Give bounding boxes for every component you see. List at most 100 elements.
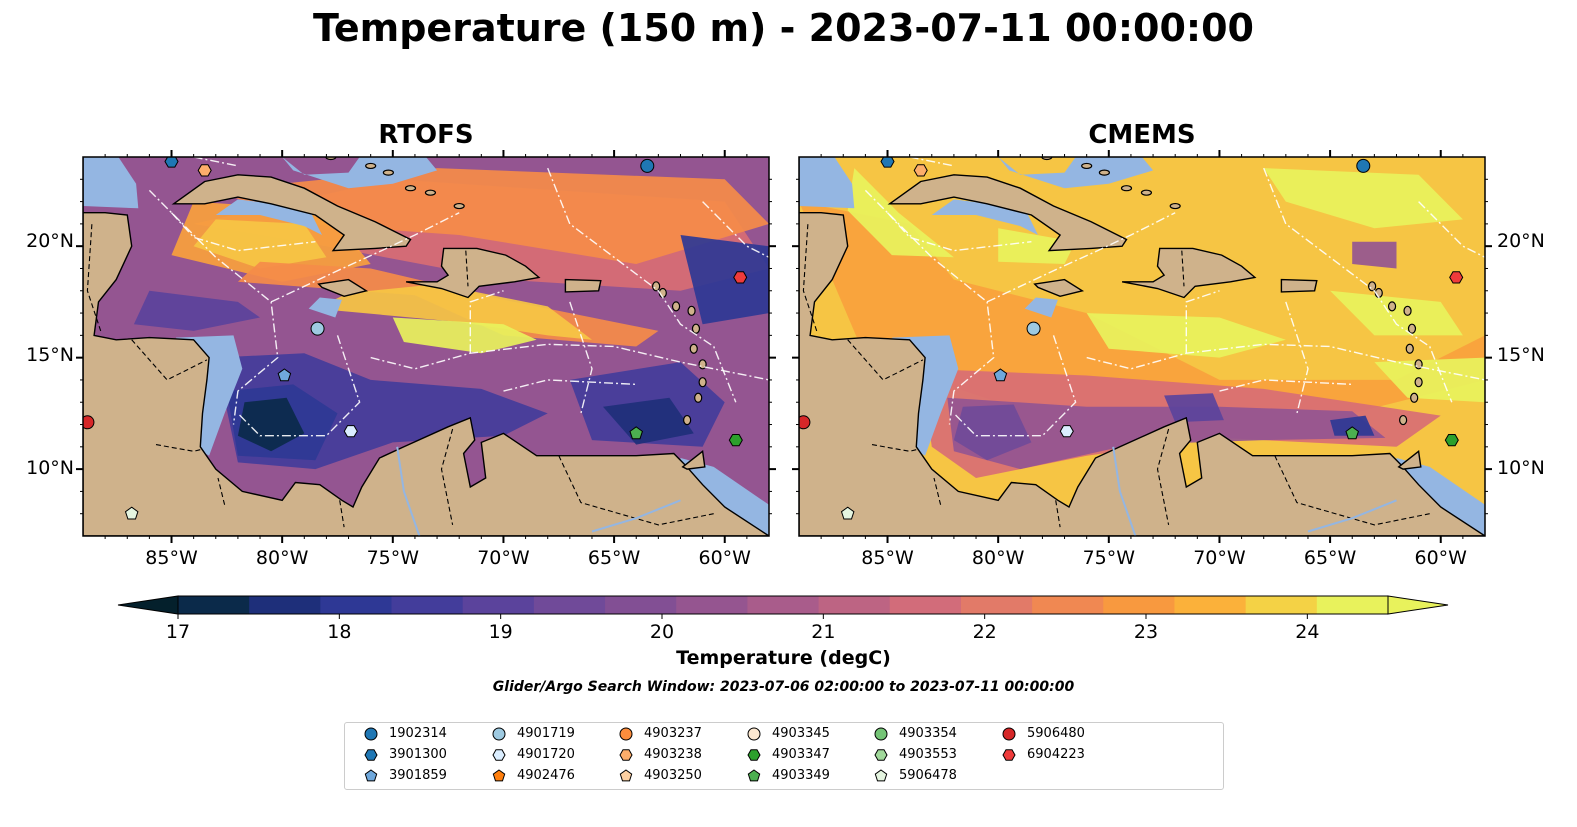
legend-marker-pentagon-icon	[619, 769, 633, 782]
lat-label-20n-right: 20°N	[1497, 230, 1545, 252]
colorbar-segment	[818, 596, 891, 614]
legend-label: 4903250	[644, 768, 702, 783]
colorbar-label: Temperature (degC)	[676, 647, 891, 669]
lon-label-cmems: 65°W	[1303, 547, 1357, 569]
colorbar-extend-low	[117, 595, 179, 615]
float-marker-3901300	[880, 157, 895, 168]
colorbar-segment	[1245, 596, 1318, 614]
float-marker-4903349	[629, 426, 643, 440]
legend-marker-5906478	[874, 769, 888, 782]
lat-label-10n-right: 10°N	[1497, 457, 1545, 479]
map-panel-rtofs[interactable]	[76, 150, 776, 543]
colorbar-segment	[889, 596, 962, 614]
colorbar-segment	[462, 596, 535, 614]
lon-label-cmems: 60°W	[1414, 547, 1467, 569]
land-hispaniola	[405, 247, 541, 299]
legend-marker-1902314	[364, 727, 378, 741]
colorbar-tick-label: 17	[166, 621, 190, 643]
legend-marker-circle-icon	[1002, 727, 1016, 741]
land-hispaniola	[1121, 247, 1257, 299]
legend-marker-6904223	[1002, 749, 1016, 761]
float-marker-4903347	[728, 434, 743, 447]
colorbar-segment	[391, 596, 464, 614]
colorbar-segment	[1103, 596, 1175, 614]
float-marker-4901719	[1026, 321, 1041, 336]
float-marker-4903238	[913, 164, 928, 177]
legend-label: 4903238	[644, 747, 702, 762]
colorbar-segment	[1174, 596, 1247, 614]
lon-label-rtofs: 60°W	[698, 547, 751, 569]
lon-label-cmems: 75°W	[1082, 547, 1136, 569]
float-marker-6904223	[1449, 271, 1464, 284]
legend-marker-5906480	[1002, 727, 1016, 741]
legend-label: 5906480	[1027, 726, 1085, 741]
land-cuba	[171, 174, 412, 252]
legend-marker-hexagon-icon	[492, 749, 506, 761]
legend-marker-4903553	[874, 749, 888, 761]
legend-marker-pentagon-icon	[492, 769, 506, 782]
legend-label: 4901720	[517, 747, 575, 762]
colorbar: 17 18 19 20 21 22 23 24	[117, 595, 1449, 643]
legend-label: 3901859	[389, 768, 447, 783]
figure-title: Temperature (150 m) - 2023-07-11 00:00:0…	[312, 6, 1254, 50]
lon-label-cmems: 80°W	[971, 547, 1025, 569]
legend-label: 4901719	[517, 726, 575, 741]
float-legend: 1902314 3901300 3901859 4901719 4901720 49024…	[344, 722, 1224, 790]
land-jamaica	[1033, 278, 1085, 298]
colorbar-segment	[249, 596, 321, 614]
legend-label: 4903349	[772, 768, 830, 783]
float-marker-1902314	[1356, 158, 1371, 173]
legend-marker-4902476	[492, 769, 506, 782]
legend-marker-hexagon-icon	[619, 749, 633, 761]
land-cuba	[887, 174, 1128, 252]
colorbar-segment	[533, 596, 606, 614]
legend-marker-hexagon-icon	[747, 749, 761, 761]
lon-label-rtofs: 85°W	[145, 547, 198, 569]
float-marker-3901859	[277, 368, 292, 382]
legend-marker-circle-icon	[874, 727, 888, 741]
lon-label-rtofs: 75°W	[366, 547, 420, 569]
colorbar-segment	[960, 596, 1033, 614]
legend-label: 4903237	[644, 726, 702, 741]
lon-label-rtofs: 80°W	[255, 547, 309, 569]
legend-marker-4903250	[619, 769, 633, 782]
colorbar-tick-label: 19	[489, 621, 513, 643]
colorbar-segment	[605, 596, 677, 614]
legend-marker-hexagon-icon	[364, 749, 378, 761]
colorbar-segment	[1316, 596, 1389, 614]
legend-marker-pentagon-icon	[364, 769, 378, 782]
legend-marker-hexagon-icon	[1002, 749, 1016, 761]
colorbar-tick-label: 18	[327, 621, 351, 643]
lat-label-20n-left: 20°N	[26, 230, 74, 252]
legend-marker-3901300	[364, 749, 378, 761]
panel-title-cmems: CMEMS	[1088, 120, 1196, 150]
legend-label: 4903354	[899, 726, 957, 741]
legend-marker-3901859	[364, 769, 378, 782]
lat-label-15n-left: 15°N	[26, 344, 74, 366]
legend-marker-hexagon-icon	[874, 749, 888, 761]
legend-marker-pentagon-icon	[874, 769, 888, 782]
colorbar-tick-label: 22	[973, 621, 997, 643]
land-centralam	[83, 157, 769, 536]
colorbar-extend-high	[1387, 595, 1449, 615]
map-panel-cmems[interactable]	[792, 150, 1492, 543]
float-marker-5906478	[124, 506, 139, 520]
legend-label: 4903553	[899, 747, 957, 762]
legend-marker-4901719	[492, 727, 506, 741]
legend-marker-4903349	[747, 769, 761, 782]
legend-label: 5906478	[899, 768, 957, 783]
legend-marker-4903237	[619, 727, 633, 741]
legend-marker-4903347	[747, 749, 761, 761]
legend-label: 1902314	[389, 726, 447, 741]
land-centralam	[799, 157, 1485, 536]
legend-marker-4903238	[619, 749, 633, 761]
land-puertorico	[564, 278, 602, 293]
legend-marker-circle-icon	[492, 727, 506, 741]
float-marker-3901300	[164, 157, 179, 168]
legend-label: 6904223	[1027, 747, 1085, 762]
colorbar-tick-label: 23	[1134, 621, 1158, 643]
colorbar-tick-label: 24	[1295, 621, 1319, 643]
lon-label-cmems: 70°W	[1193, 547, 1246, 569]
legend-marker-circle-icon	[364, 727, 378, 741]
legend-label: 3901300	[389, 747, 447, 762]
